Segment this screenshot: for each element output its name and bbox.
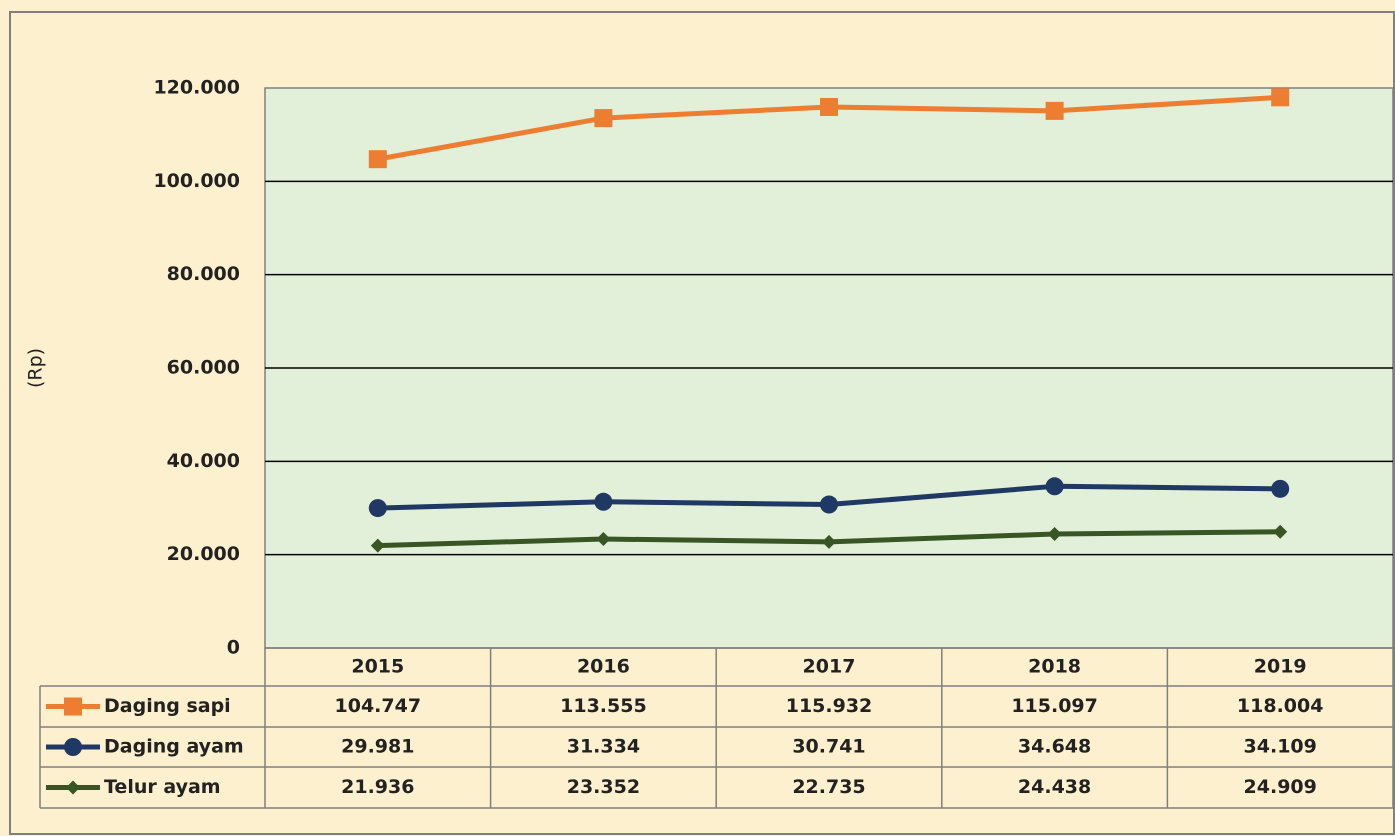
- y-axis-label: (Rp): [25, 348, 47, 388]
- data-point: [368, 499, 387, 518]
- table-value: 29.981: [341, 736, 414, 758]
- legend-marker: [64, 697, 82, 716]
- table-value: 21.936: [341, 776, 414, 798]
- data-point: [820, 97, 838, 116]
- data-point: [822, 534, 836, 549]
- table-value: 30.741: [792, 736, 865, 758]
- table-value: 22.735: [792, 776, 865, 798]
- data-point: [1271, 479, 1290, 498]
- x-tick-label: 2017: [803, 656, 856, 678]
- data-point: [594, 109, 613, 128]
- data-point: [1045, 477, 1064, 496]
- table-value: 34.109: [1244, 736, 1317, 758]
- legend-label: Daging ayam: [104, 736, 244, 758]
- y-tick-label: 40.000: [167, 450, 240, 472]
- table-value: 31.334: [567, 736, 640, 758]
- data-point: [370, 538, 385, 553]
- data-point: [820, 495, 838, 514]
- table-value: 23.352: [567, 776, 640, 798]
- table-value: 115.932: [786, 695, 873, 717]
- data-point: [1271, 88, 1290, 107]
- data-point: [1273, 524, 1288, 539]
- table-value: 118.004: [1237, 695, 1324, 717]
- table-value: 24.438: [1018, 776, 1091, 798]
- legend-marker: [64, 738, 82, 756]
- legend-marker: [66, 780, 80, 795]
- table-value: 34.648: [1018, 736, 1091, 758]
- table-value: 113.555: [560, 695, 647, 717]
- legend-label: Daging sapi: [104, 695, 231, 717]
- y-tick-label: 60.000: [167, 357, 240, 379]
- data-point: [594, 492, 613, 511]
- data-point: [1047, 526, 1062, 541]
- x-tick-label: 2015: [351, 656, 404, 678]
- table-value: 104.747: [335, 695, 422, 717]
- table-value: 24.909: [1244, 776, 1317, 798]
- data-point: [368, 150, 387, 169]
- y-tick-label: 0: [227, 637, 240, 659]
- x-tick-label: 2019: [1254, 656, 1307, 678]
- data-point: [1045, 101, 1064, 120]
- y-tick-label: 120.000: [153, 77, 240, 99]
- table-value: 115.097: [1011, 695, 1098, 717]
- y-tick-label: 20.000: [167, 543, 240, 565]
- y-tick-label: 100.000: [153, 170, 240, 192]
- data-point: [596, 532, 611, 547]
- y-tick-label: 80.000: [167, 263, 240, 285]
- legend-label: Telur ayam: [104, 776, 221, 798]
- x-tick-label: 2018: [1028, 656, 1081, 678]
- x-tick-label: 2016: [577, 656, 630, 678]
